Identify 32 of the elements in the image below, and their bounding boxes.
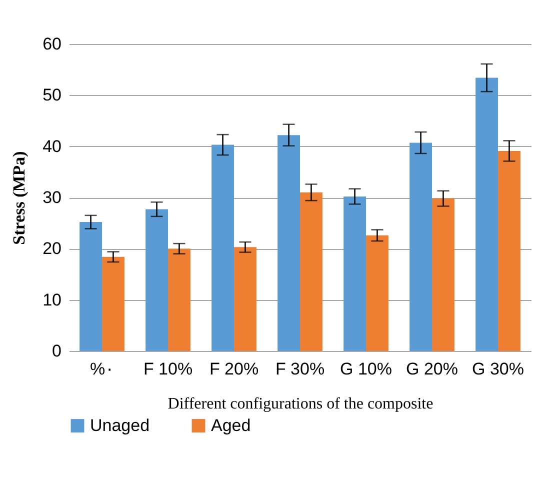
x-tick-label: %٠ xyxy=(90,360,114,378)
legend-label: Aged xyxy=(211,416,251,435)
bar xyxy=(278,135,300,351)
x-tick-label: F 20% xyxy=(209,360,259,378)
bar xyxy=(234,247,256,351)
bar xyxy=(344,196,366,351)
bar xyxy=(410,142,432,351)
x-tick-label: G 30% xyxy=(472,360,524,378)
bar xyxy=(300,192,322,351)
x-tick-label: G 20% xyxy=(406,360,458,378)
bar xyxy=(212,144,234,351)
x-axis-title: Different configurations of the composite xyxy=(168,396,434,412)
x-tick-label: G 10% xyxy=(340,360,392,378)
y-tick-label: 40 xyxy=(42,136,62,156)
bar xyxy=(102,256,124,351)
bar xyxy=(498,150,520,351)
y-tick-label: 0 xyxy=(52,342,62,360)
y-tick-label: 10 xyxy=(42,290,62,310)
bar xyxy=(168,248,190,351)
y-axis-title: Stress (MPa) xyxy=(10,151,29,245)
x-tick-label: F 30% xyxy=(275,360,325,378)
bar xyxy=(476,78,498,351)
y-tick-label: 50 xyxy=(42,86,62,105)
legend-label: Unaged xyxy=(90,416,150,435)
y-tick-label: 20 xyxy=(42,239,62,258)
bar xyxy=(366,235,388,351)
y-tick-label: 30 xyxy=(42,188,62,207)
y-tick-label: 60 xyxy=(42,34,62,54)
bar xyxy=(80,222,102,351)
bar xyxy=(146,209,168,351)
x-tick-label: F 10% xyxy=(143,360,193,378)
bar xyxy=(432,198,454,351)
